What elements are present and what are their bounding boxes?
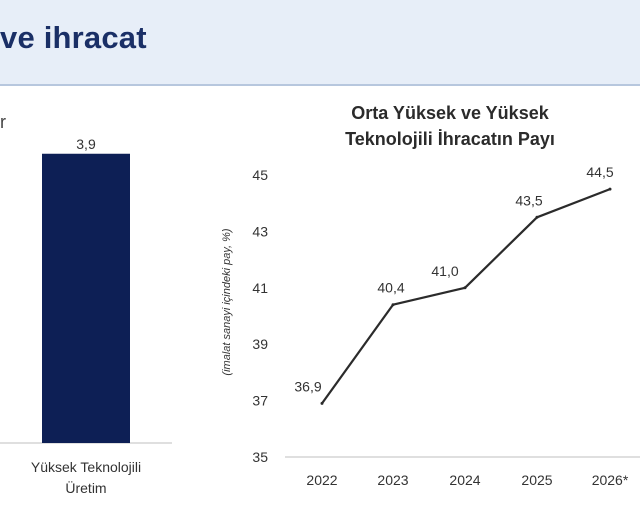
- left-chart-title-fragment: r: [0, 112, 6, 132]
- y-tick-label: 45: [252, 167, 268, 183]
- header-banner: ve ihracat: [0, 0, 640, 86]
- bar-category-label: Yüksek Teknolojili: [31, 459, 141, 475]
- y-tick-label: 35: [252, 449, 268, 465]
- data-point: [463, 286, 467, 290]
- series-line: [321, 188, 611, 405]
- page-title: ve ihracat: [0, 20, 147, 55]
- y-tick-label: 39: [252, 336, 268, 352]
- x-tick-label: 2024: [449, 472, 480, 488]
- y-tick-label: 37: [252, 393, 268, 409]
- line-chart-title: Orta Yüksek ve Yüksek Teknolojili İhraca…: [300, 100, 600, 152]
- data-label: 36,9: [294, 378, 321, 394]
- data-label: 44,5: [586, 164, 613, 180]
- data-point: [535, 215, 539, 219]
- bar-category-label: Üretim: [65, 479, 106, 496]
- data-label: 41,0: [431, 263, 458, 279]
- bar: [42, 153, 130, 443]
- data-point: [608, 187, 612, 191]
- bar-value-label: 3,9: [76, 136, 96, 152]
- line-chart-title-line-2: Teknolojili İhracatın Payı: [345, 129, 555, 149]
- y-tick-label: 43: [252, 223, 268, 239]
- data-label: 43,5: [515, 192, 542, 208]
- data-label: 40,4: [377, 280, 404, 296]
- x-tick-label: 2025: [521, 472, 552, 488]
- x-tick-label: 2022: [306, 472, 337, 488]
- y-tick-label: 41: [252, 280, 268, 296]
- data-point: [391, 303, 395, 307]
- line-chart-title-line-1: Orta Yüksek ve Yüksek: [351, 103, 549, 123]
- x-tick-label: 2023: [377, 472, 408, 488]
- data-point: [320, 401, 324, 405]
- x-tick-label: 2026*: [592, 472, 629, 488]
